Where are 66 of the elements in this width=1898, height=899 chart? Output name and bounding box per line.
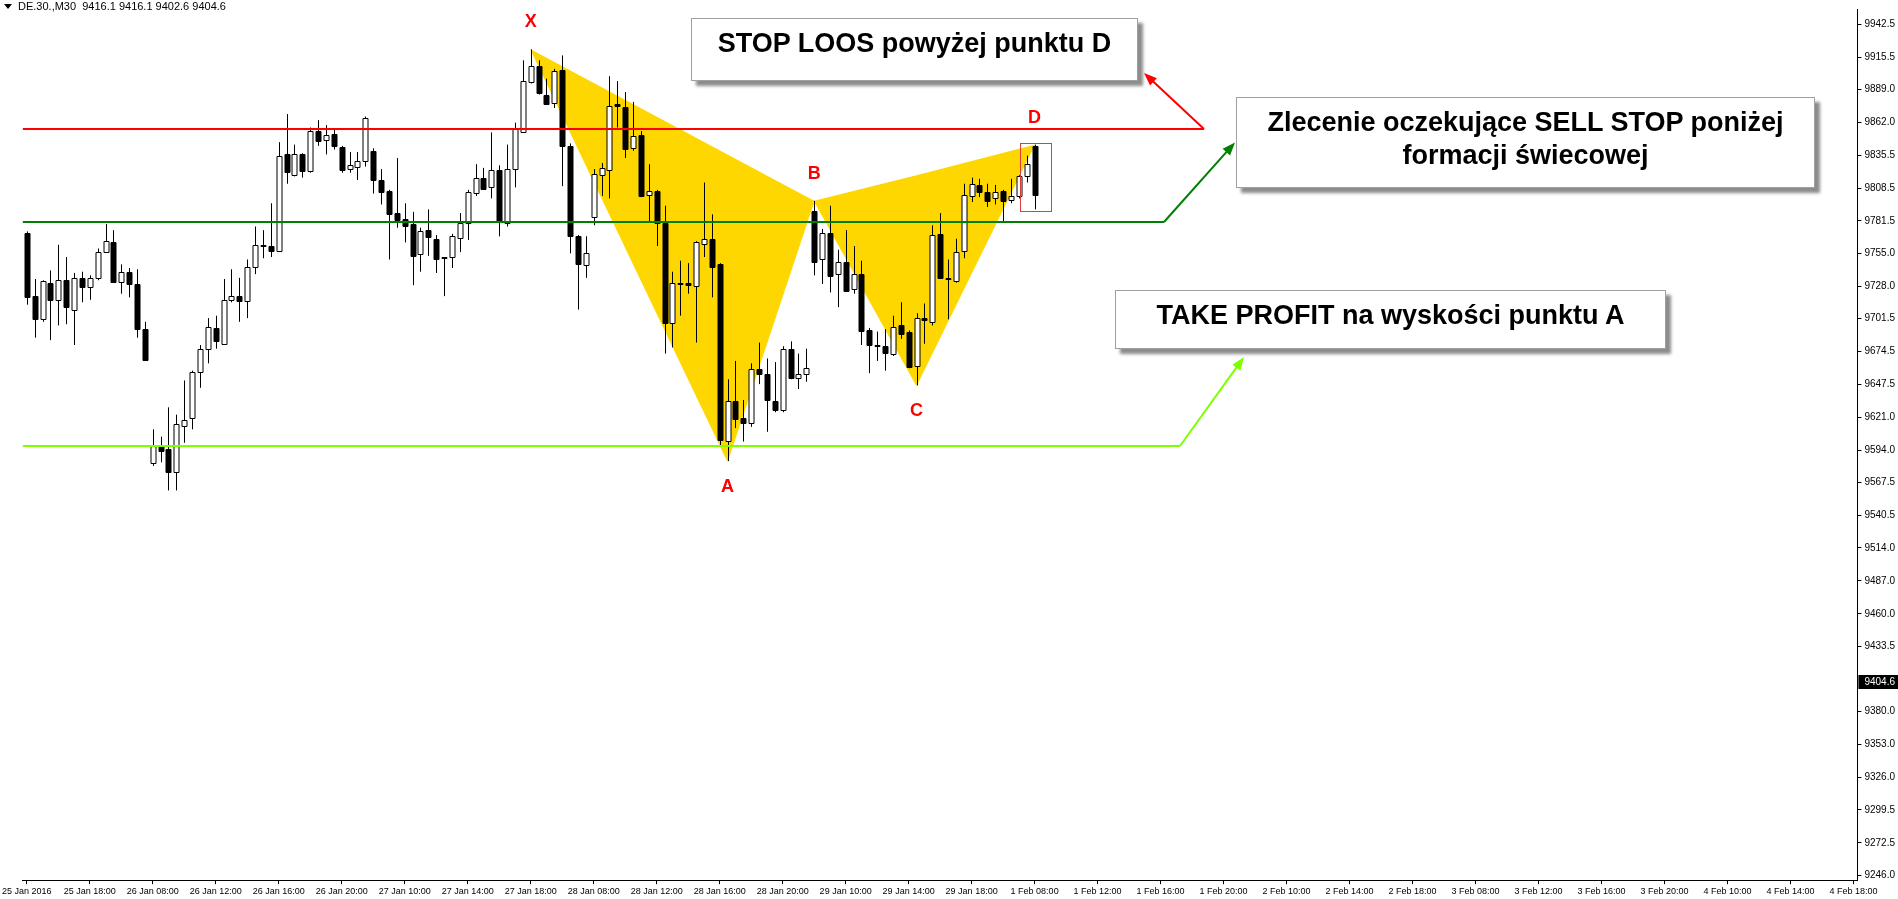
y-tick-label: 9326.0	[1864, 771, 1896, 783]
x-tick-label: 27 Jan 14:00	[441, 886, 494, 897]
x-tick-label: 1 Feb 16:00	[1136, 886, 1185, 897]
y-tick-label: 9380.0	[1864, 705, 1896, 717]
x-tick-label: 26 Jan 16:00	[252, 886, 305, 897]
x-tick-label: 2 Feb 18:00	[1388, 886, 1437, 897]
x-tick-label: 29 Jan 14:00	[882, 886, 935, 897]
annotation: C	[910, 400, 923, 421]
x-tick-label: 3 Feb 20:00	[1640, 886, 1689, 897]
y-tick-label: 9460.0	[1864, 607, 1896, 619]
y-tick-label: 9862.0	[1864, 116, 1896, 128]
annotation: STOP LOOS powyżej punktu D	[691, 18, 1138, 81]
y-tick-label: 9781.5	[1864, 214, 1896, 226]
y-tick-label: 9728.0	[1864, 280, 1896, 292]
y-tick-label: 9889.0	[1864, 83, 1896, 95]
y-tick-label: 9272.5	[1864, 836, 1896, 848]
y-tick-label: 9514.0	[1864, 541, 1896, 553]
y-tick-label: 9433.5	[1864, 639, 1896, 651]
x-tick-label: 26 Jan 08:00	[126, 886, 179, 897]
x-tick-label: 1 Feb 08:00	[1010, 886, 1059, 897]
x-tick-label: 4 Feb 14:00	[1766, 886, 1815, 897]
x-tick-label: 3 Feb 16:00	[1577, 886, 1626, 897]
x-tick-label: 28 Jan 08:00	[567, 886, 620, 897]
y-tick-label: 9835.5	[1864, 148, 1896, 160]
x-tick-label: 25 Jan 2016	[2, 886, 52, 897]
chart-title: DE.30.,M30 9416.1 9416.1 9402.6 9404.6	[18, 0, 226, 13]
annotation: B	[807, 162, 821, 183]
y-tick-label: 9701.5	[1864, 312, 1896, 324]
y-tick-label: 9915.5	[1864, 51, 1896, 63]
annotation: 9404.6	[1864, 675, 1896, 687]
y-tick-label: 9674.5	[1864, 345, 1896, 357]
y-tick-label: 9540.5	[1864, 509, 1896, 521]
x-tick-label: 28 Jan 20:00	[756, 886, 809, 897]
y-tick-label: 9487.0	[1864, 574, 1896, 586]
x-tick-label: 2 Feb 10:00	[1262, 886, 1311, 897]
y-tick-label: 9594.0	[1864, 443, 1896, 455]
y-tick-label: 9808.5	[1864, 181, 1896, 193]
x-tick-label: 26 Jan 12:00	[189, 886, 242, 897]
y-tick-label: 9567.5	[1864, 476, 1896, 488]
x-tick-label: 1 Feb 20:00	[1199, 886, 1248, 897]
y-tick-label: 9647.5	[1864, 378, 1896, 390]
x-tick-label: 28 Jan 12:00	[630, 886, 683, 897]
annotation: Zlecenie oczekujące SELL STOP poniżej formacji świecowej	[1236, 97, 1815, 188]
x-tick-label: 28 Jan 16:00	[693, 886, 746, 897]
y-tick-label: 9299.5	[1864, 803, 1896, 815]
x-tick-label: 29 Jan 10:00	[819, 886, 872, 897]
y-tick-label: 9621.0	[1864, 410, 1896, 422]
x-tick-label: 29 Jan 18:00	[945, 886, 998, 897]
x-tick-label: 4 Feb 18:00	[1829, 886, 1878, 897]
x-tick-label: 1 Feb 12:00	[1073, 886, 1122, 897]
x-tick-label: 2 Feb 14:00	[1325, 886, 1374, 897]
annotation: X	[524, 11, 537, 32]
x-tick-label: 3 Feb 12:00	[1514, 886, 1563, 897]
y-tick-label: 9353.0	[1864, 738, 1896, 750]
y-tick-label: 9755.0	[1864, 247, 1896, 259]
y-tick-label: 9246.0	[1864, 869, 1896, 881]
x-tick-label: 26 Jan 20:00	[315, 886, 368, 897]
x-tick-label: 27 Jan 18:00	[504, 886, 557, 897]
annotation: D	[1028, 106, 1042, 127]
x-tick-label: 27 Jan 10:00	[378, 886, 431, 897]
annotation: TAKE PROFIT na wyskości punktu A	[1115, 290, 1666, 349]
x-tick-label: 25 Jan 18:00	[63, 886, 116, 897]
x-tick-label: 4 Feb 10:00	[1703, 886, 1752, 897]
annotation: A	[721, 476, 735, 497]
x-tick-label: 3 Feb 08:00	[1451, 886, 1500, 897]
y-tick-label: 9942.5	[1864, 18, 1896, 30]
